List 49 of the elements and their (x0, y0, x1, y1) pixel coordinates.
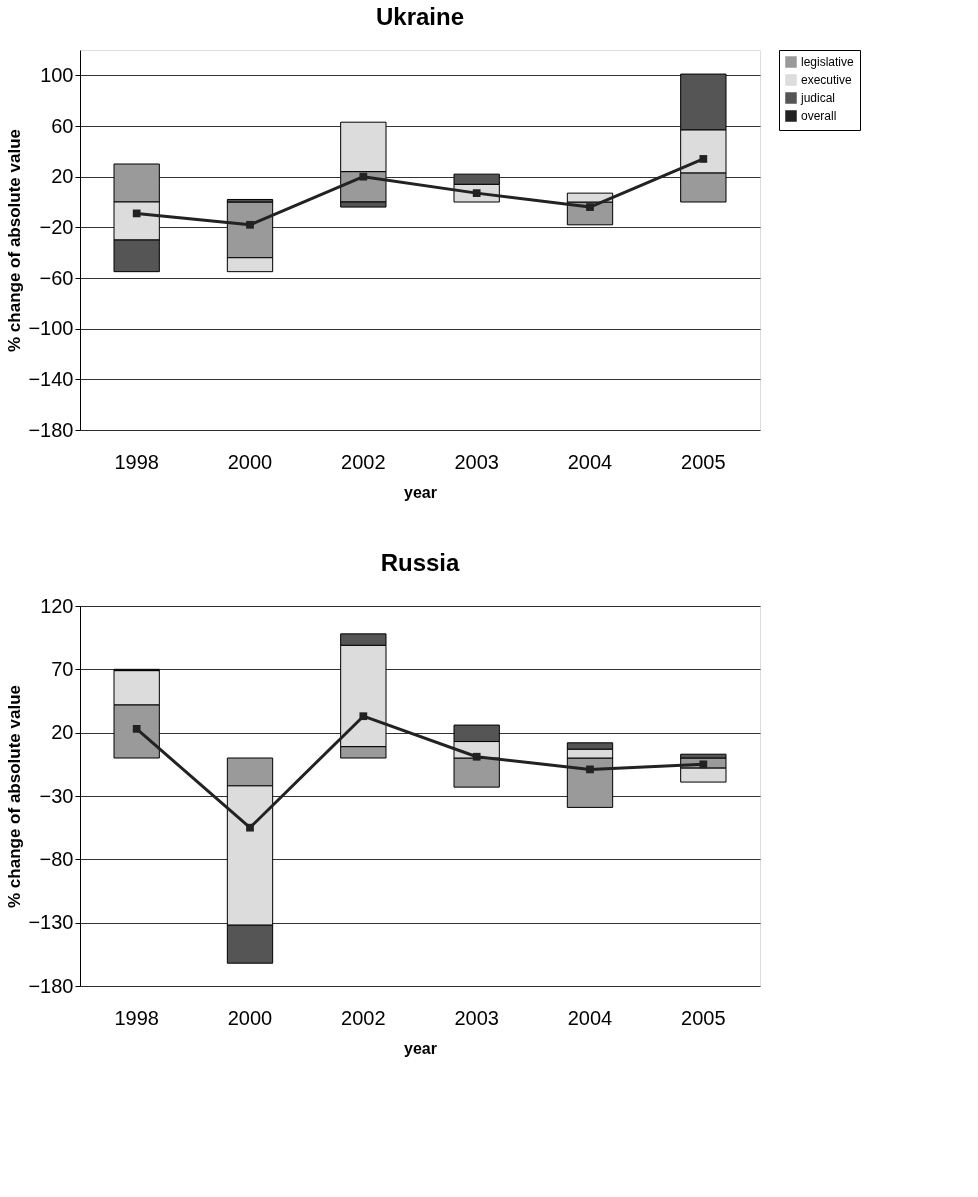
y-tick-label: 20 (51, 165, 74, 188)
y-tick-label: −140 (28, 367, 74, 390)
x-tick-label: 2003 (454, 450, 499, 473)
x-tick-label: 2005 (681, 450, 726, 473)
x-tick-label: 2004 (567, 450, 613, 473)
point (246, 220, 254, 229)
x-tick-label: 2002 (341, 450, 386, 473)
y-tick-label: −100 (28, 317, 74, 340)
x-tick-label: 2000 (227, 1006, 273, 1029)
y-tick-label: −130 (28, 911, 74, 934)
y-tick-label: −80 (39, 847, 74, 870)
y-tick-label: 70 (51, 657, 74, 680)
legend-label: overall (801, 109, 837, 123)
point (586, 765, 594, 774)
point (359, 172, 368, 181)
x-axis-title: year (404, 1039, 437, 1057)
point (246, 823, 254, 832)
legend-label: legislative (801, 55, 855, 69)
y-axis-title: % change of absolute value (5, 685, 25, 908)
point (699, 760, 708, 769)
x-axis-title: year (404, 483, 437, 501)
legend-label: judical (800, 91, 836, 105)
y-axis-title: % change of absolute value (5, 129, 25, 352)
y-tick-label: −180 (28, 418, 74, 441)
point (586, 203, 594, 211)
y-tick-label: −60 (39, 266, 74, 289)
point (359, 712, 368, 721)
x-tick-label: 2003 (454, 1006, 499, 1029)
point (132, 209, 141, 218)
y-tick-label: 20 (51, 721, 74, 744)
y-tick-label: 60 (51, 114, 74, 137)
point (132, 724, 141, 733)
y-tick-label: −180 (28, 974, 74, 997)
x-tick-label: 2002 (341, 1006, 386, 1029)
point (699, 155, 708, 163)
x-tick-label: 1998 (114, 1006, 159, 1029)
chart-title: Russia (380, 549, 460, 576)
point (472, 189, 481, 198)
legend-label: executive (801, 73, 853, 87)
y-tick-label: 120 (40, 594, 74, 617)
chart-title: Ukraine (375, 3, 465, 30)
y-tick-label: −20 (39, 215, 74, 238)
x-tick-label: 2005 (681, 1006, 726, 1029)
point (472, 752, 481, 761)
x-tick-label: 1998 (114, 450, 159, 473)
y-tick-label: −30 (39, 784, 74, 807)
x-tick-label: 2004 (567, 1006, 613, 1029)
y-tick-label: 100 (40, 63, 74, 86)
x-tick-label: 2000 (227, 450, 273, 473)
